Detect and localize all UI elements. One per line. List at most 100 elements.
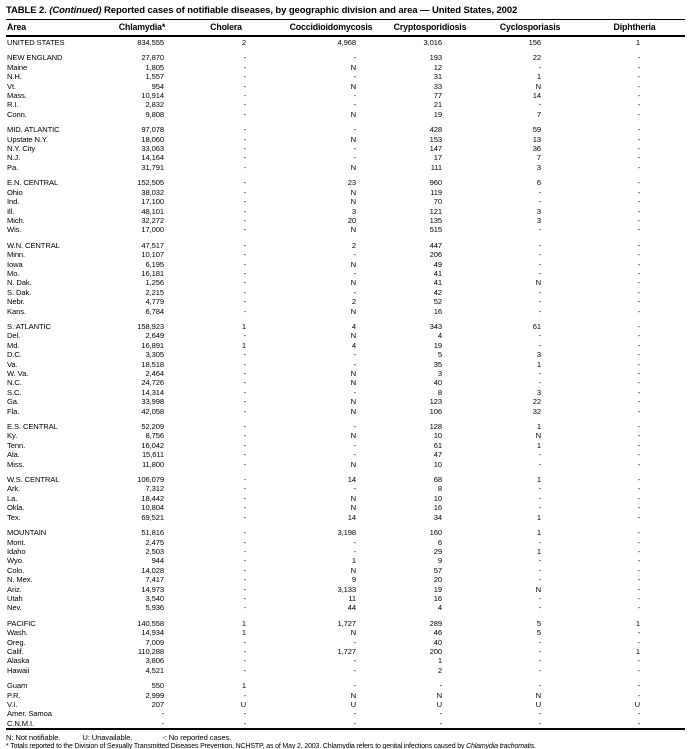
value-cell: - xyxy=(243,637,247,647)
value-cell: - xyxy=(538,306,542,316)
value-cell: 1 xyxy=(536,475,541,485)
value-cell: 16,181 xyxy=(141,268,164,278)
footnote-asterisk: * Totals reported to the Division of Sex… xyxy=(6,742,685,749)
table-row: Va. 18,518 - - 35 1 - xyxy=(6,360,685,369)
table-row: N. Dak. 1,256 - N 41 N - xyxy=(6,278,685,287)
value-cell: - xyxy=(637,718,641,728)
area-cell: Idaho xyxy=(7,546,26,556)
value-cell: 12 xyxy=(433,62,442,72)
value-cell: 20 xyxy=(347,215,356,225)
table-row: D.C. 3,305 - - 5 3 - xyxy=(6,350,685,359)
value-cell: - xyxy=(538,493,542,503)
value-cell: 3,540 xyxy=(145,593,164,603)
value-cell: - xyxy=(637,187,641,197)
area-cell: Wis. xyxy=(7,225,22,235)
area-cell: Tenn. xyxy=(7,440,26,450)
value-cell: - xyxy=(243,656,247,666)
value-cell: - xyxy=(637,197,641,207)
value-cell: 550 xyxy=(151,681,164,691)
area-cell: Nev. xyxy=(7,603,22,613)
value-cell: - xyxy=(353,422,357,432)
value-cell: - xyxy=(243,187,247,197)
table-row: W.N. CENTRAL 47,517 - 2 447 - - xyxy=(6,240,685,250)
footnote-asterisk-italic: Chlamydia trachomatis. xyxy=(466,743,536,749)
value-cell: 1 xyxy=(635,38,640,47)
value-cell: 47,517 xyxy=(141,240,164,250)
value-cell: - xyxy=(538,259,542,269)
table-row: Tenn. 16,042 - - 61 1 - xyxy=(6,441,685,450)
value-cell: - xyxy=(637,387,641,397)
value-cell: - xyxy=(243,306,247,316)
value-cell: - xyxy=(637,459,641,469)
value-cell: N xyxy=(350,109,356,119)
table-row: Calif. 110,288 - 1,727 200 - 1 xyxy=(6,647,685,656)
value-cell: N xyxy=(436,690,442,700)
value-cell: - xyxy=(538,484,542,494)
area-cell: Pa. xyxy=(7,162,19,172)
value-cell: - xyxy=(243,134,247,144)
value-cell: N xyxy=(350,397,356,407)
area-cell: E.N. CENTRAL xyxy=(7,178,59,188)
area-cell: Hawaii xyxy=(7,665,30,675)
value-cell: 17,000 xyxy=(141,225,164,235)
table-row: Del. 2,649 - N 4 - - xyxy=(6,331,685,340)
value-cell: 4,521 xyxy=(145,665,164,675)
value-cell: N xyxy=(350,565,356,575)
value-cell: N xyxy=(350,378,356,388)
value-cell: - xyxy=(637,144,641,154)
value-cell: - xyxy=(637,690,641,700)
value-cell: - xyxy=(637,584,641,594)
area-cell: La. xyxy=(7,493,18,503)
table-row: N.H. 1,557 - - 31 1 - xyxy=(6,72,685,81)
value-cell: 22 xyxy=(532,53,541,63)
value-cell: - xyxy=(637,450,641,460)
value-cell: - xyxy=(637,62,641,72)
value-cell: 140,558 xyxy=(137,618,164,628)
area-cell: Md. xyxy=(7,340,20,350)
value-cell: - xyxy=(637,637,641,647)
value-cell: 8,756 xyxy=(145,431,164,441)
table-row: N.J. 14,164 - - 17 7 - xyxy=(6,153,685,162)
table-row: Md. 16,891 1 4 19 - - xyxy=(6,341,685,350)
value-cell: - xyxy=(243,162,247,172)
value-cell: - xyxy=(637,593,641,603)
table-row: Hawaii 4,521 - - 2 - - xyxy=(6,666,685,675)
table-row: V.I. 207 U U U U U xyxy=(6,700,685,709)
value-cell: N xyxy=(535,431,541,441)
value-cell: - xyxy=(243,440,247,450)
value-cell: - xyxy=(353,268,357,278)
value-cell: 9,808 xyxy=(145,109,164,119)
table-row: Ind. 17,100 - N 70 - - xyxy=(6,197,685,206)
value-cell: 3 xyxy=(536,387,541,397)
area-cell: R.I. xyxy=(7,100,19,110)
value-cell: 4 xyxy=(351,340,356,350)
table-row: N.Y. City 33,063 - - 147 36 - xyxy=(6,144,685,153)
value-cell: N xyxy=(350,493,356,503)
value-cell: N xyxy=(535,81,541,91)
value-cell: - xyxy=(243,72,247,82)
value-cell: 3 xyxy=(536,162,541,172)
area-cell: Ariz. xyxy=(7,584,22,594)
value-cell: - xyxy=(243,378,247,388)
value-cell: - xyxy=(243,546,247,556)
value-cell: 18,060 xyxy=(141,134,164,144)
area-cell: Guam xyxy=(7,681,28,691)
value-cell: - xyxy=(243,665,247,675)
value-cell: 14,314 xyxy=(141,387,164,397)
value-cell: - xyxy=(243,178,247,188)
value-cell: - xyxy=(353,359,357,369)
area-cell: UNITED STATES xyxy=(7,38,65,47)
value-cell: N xyxy=(350,259,356,269)
value-cell: - xyxy=(243,215,247,225)
value-cell: - xyxy=(637,134,641,144)
value-cell: 31,791 xyxy=(141,162,164,172)
value-cell: 110,288 xyxy=(137,646,164,656)
table-row: S.C. 14,314 - - 8 3 - xyxy=(6,388,685,397)
table-row: Upstate N.Y. 18,060 - N 153 13 - xyxy=(6,135,685,144)
value-cell: - xyxy=(161,709,165,719)
area-cell: Minn. xyxy=(7,250,26,260)
value-cell: 2 xyxy=(351,240,356,250)
table-row: Amer. Samoa - - - - - - xyxy=(6,709,685,718)
table-row: Mo. 16,181 - - 41 - - xyxy=(6,269,685,278)
value-cell: - xyxy=(243,475,247,485)
